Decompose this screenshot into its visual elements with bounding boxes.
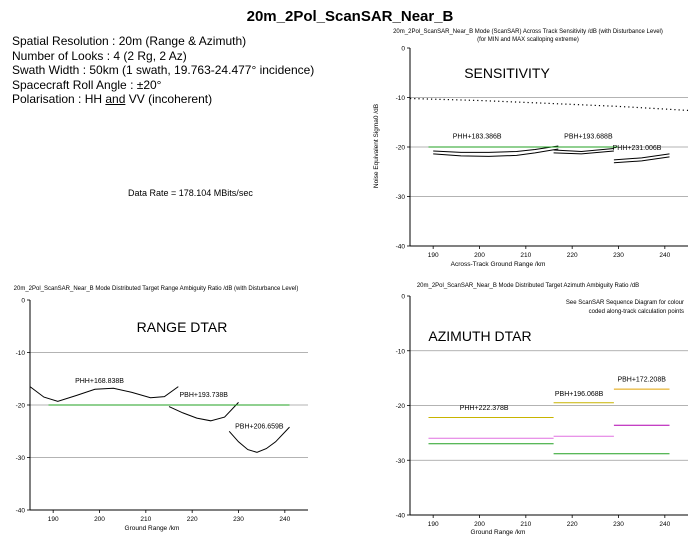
azimuth-dtar-xtick-label: 190 [428, 521, 439, 528]
range-dtar-xtick-label: 220 [187, 516, 198, 523]
sensitivity-ytick-label: 0 [401, 46, 405, 53]
azimuth-dtar-note-line2: coded along-track calculation points [589, 309, 684, 315]
range-dtar-ytick-label: -20 [16, 403, 26, 410]
parameters-block: Spatial Resolution : 20m (Range & Azimut… [12, 34, 314, 107]
azimuth-dtar-ytick-label: -20 [396, 403, 406, 410]
azimuth-dtar-xtick-label: 240 [659, 521, 670, 528]
sensitivity-ytick-label: -20 [396, 145, 406, 152]
azimuth-dtar-ytick-label: 0 [401, 294, 405, 301]
azimuth-dtar-xtick-label: 210 [520, 521, 531, 528]
range-dtar-ytick-label: -10 [16, 350, 26, 357]
range-dtar-title: 20m_2Pol_ScanSAR_Near_B Mode Distributed… [14, 286, 299, 292]
sensitivity-point-label-1: PBH+193.688B [564, 134, 613, 141]
sensitivity-xtick-label: 200 [474, 252, 485, 259]
sensitivity-x-axis-label: Across-Track Ground Range /km [451, 261, 546, 268]
azimuth-dtar-xtick-label: 220 [567, 521, 578, 528]
range-dtar-point-label-0: PHH+168.838B [75, 378, 124, 385]
range-dtar-chart: 20m_2Pol_ScanSAR_Near_B Mode Distributed… [14, 286, 308, 532]
sensitivity-series-line-4 [553, 150, 614, 155]
range-dtar-xtick-label: 200 [94, 516, 105, 523]
sensitivity-series-line-5 [613, 153, 670, 161]
sensitivity-y-axis-label: Noise Equivalent Sigma0 /dB [373, 104, 380, 188]
sensitivity-series-line-3 [553, 148, 614, 153]
sensitivity-chart: 20m_2Pol_ScanSAR_Near_B Mode (ScanSAR) A… [373, 29, 689, 268]
range-dtar-xtick-label: 190 [48, 516, 59, 523]
range-dtar-point-label-1: PBH+193.738B [180, 392, 229, 399]
data-rate-text: Data Rate = 178.104 MBits/sec [128, 188, 253, 198]
azimuth-dtar-title: 20m_2Pol_ScanSAR_Near_B Mode Distributed… [417, 283, 639, 289]
range-dtar-ytick-label: -30 [16, 455, 26, 462]
sensitivity-big-label: SENSITIVITY [464, 65, 550, 81]
sensitivity-title: 20m_2Pol_ScanSAR_Near_B Mode (ScanSAR) A… [393, 29, 663, 35]
range-dtar-x-axis-label: Ground Range /km [125, 525, 180, 532]
sensitivity-point-label-0: PHH+183.386B [453, 134, 502, 141]
roll-angle-text: Spacecraft Roll Angle : ±20° [12, 77, 162, 92]
sensitivity-xtick-label: 230 [613, 252, 624, 259]
polarisation-text: Polarisation : HH and VV (incoherent) [12, 92, 314, 107]
azimuth-dtar-ytick-label: -10 [396, 348, 406, 355]
sensitivity-subtitle: (for MIN and MAX scalloping extreme) [477, 37, 579, 43]
sensitivity-point-label-2: PHH+231.006B [613, 145, 662, 152]
range-dtar-big-label: RANGE DTAR [137, 319, 228, 335]
sensitivity-xtick-label: 190 [428, 252, 439, 259]
polarisation-prefix: Polarisation : HH [12, 92, 106, 106]
sensitivity-ytick-label: -40 [396, 244, 406, 251]
range-dtar-xtick-label: 240 [279, 516, 290, 523]
sensitivity-ytick-label: -10 [396, 95, 406, 102]
sensitivity-series-line-2 [433, 148, 559, 157]
range-dtar-ytick-label: 0 [21, 298, 25, 305]
range-dtar-series-line-0 [29, 386, 179, 402]
polarisation-and: and [105, 92, 126, 106]
range-dtar-xtick-label: 210 [140, 516, 151, 523]
range-dtar-xtick-label: 230 [233, 516, 244, 523]
azimuth-dtar-note-line1: See ScanSAR Sequence Diagram for colour [566, 300, 684, 306]
azimuth-dtar-point-label-2: PBH+172.208B [617, 376, 666, 383]
sensitivity-series-line-1 [433, 145, 559, 153]
azimuth-dtar-xtick-label: 200 [474, 521, 485, 528]
azimuth-dtar-chart: 20m_2Pol_ScanSAR_Near_B Mode Distributed… [396, 283, 688, 536]
polarisation-suffix: VV (incoherent) [125, 92, 213, 106]
azimuth-dtar-point-label-1: PBH+196.068B [555, 391, 604, 398]
azimuth-dtar-xtick-label: 230 [613, 521, 624, 528]
sensitivity-series-line-6 [613, 156, 670, 164]
number-of-looks-text: Number of Looks : 4 (2 Rg, 2 Az) [12, 48, 187, 63]
range-dtar-ytick-label: -40 [16, 508, 26, 515]
sensitivity-xtick-label: 220 [567, 252, 578, 259]
spatial-resolution-text: Spatial Resolution : 20m (Range & Azimut… [12, 34, 247, 48]
range-dtar-series-line-1 [168, 402, 239, 422]
sensitivity-ytick-label: -30 [396, 194, 406, 201]
azimuth-dtar-point-label-0: PHH+222.378B [460, 405, 509, 412]
sensitivity-series-line-0 [409, 97, 689, 111]
azimuth-dtar-ytick-label: -40 [396, 513, 406, 520]
swath-width-text: Swath Width : 50km (1 swath, 19.763-24.4… [12, 63, 315, 77]
sensitivity-xtick-label: 240 [659, 252, 670, 259]
azimuth-dtar-big-label: AZIMUTH DTAR [428, 328, 531, 344]
range-dtar-series-line-2 [228, 426, 290, 453]
azimuth-dtar-x-axis-label: Ground Range /km [471, 529, 526, 536]
azimuth-dtar-ytick-label: -30 [396, 458, 406, 465]
sensitivity-xtick-label: 210 [520, 252, 531, 259]
range-dtar-point-label-2: PBH+206.659B [235, 424, 284, 431]
page-title: 20m_2Pol_ScanSAR_Near_B [246, 8, 454, 25]
